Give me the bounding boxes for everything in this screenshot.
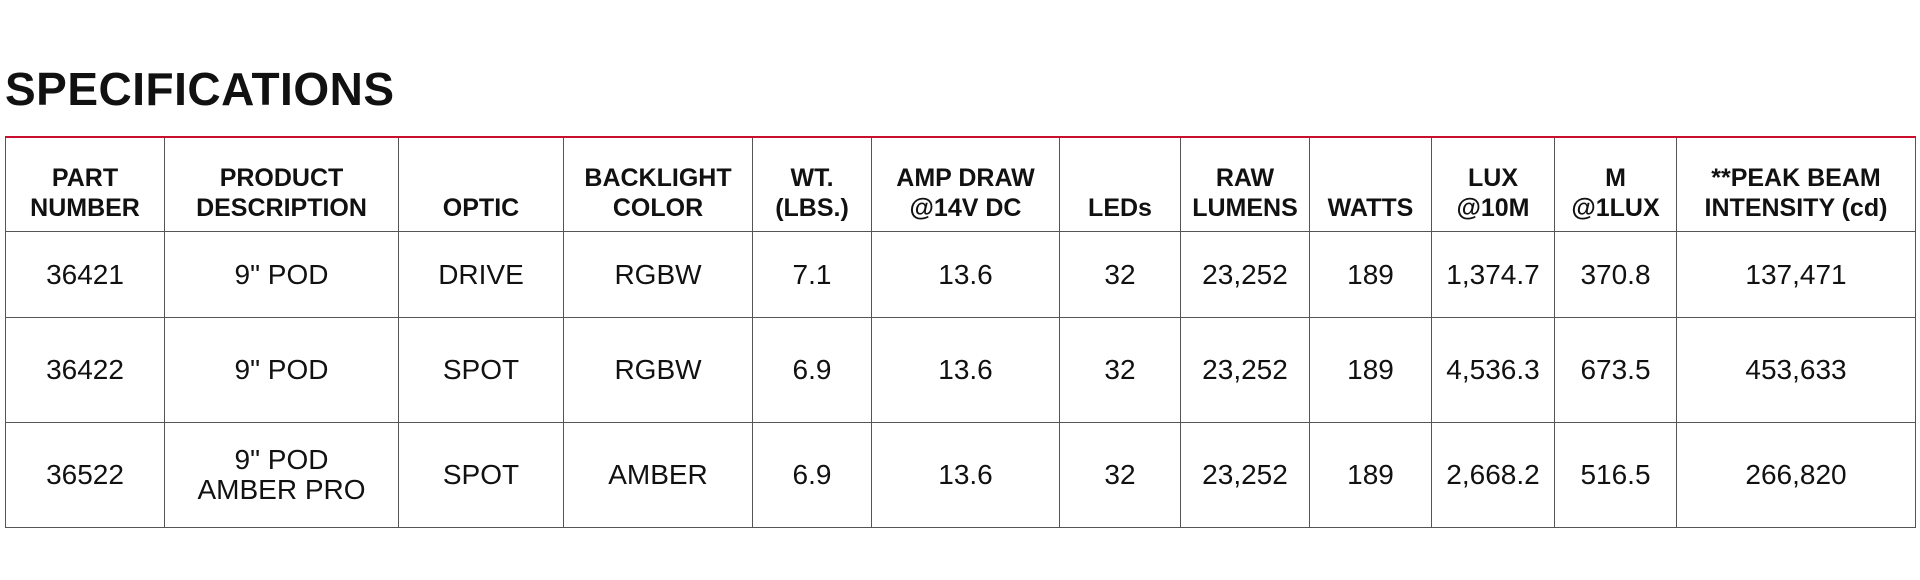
table-cell: 370.8 [1554,231,1677,318]
column-header: LUX @10M [1431,137,1555,232]
cell-line: M [1605,164,1626,192]
table-cell: 137,471 [1676,231,1916,318]
table-cell: 36422 [5,317,165,423]
cell-line: **PEAK BEAM [1711,164,1881,192]
table-cell: 453,633 [1676,317,1916,423]
cell-line: AMBER PRO [197,474,366,505]
table-cell: 9" POD [164,317,399,423]
table-cell: 9" POD [164,231,399,318]
table-cell: 266,820 [1676,422,1916,528]
page-title: SPECIFICATIONS [5,63,395,115]
column-header: M @1LUX [1554,137,1677,232]
column-header: **PEAK BEAM INTENSITY (cd) [1676,137,1916,232]
cell-line: 9" POD [234,444,329,475]
table-cell: 516.5 [1554,422,1677,528]
column-header: LEDs [1059,137,1181,232]
table-cell: 1,374.7 [1431,231,1555,318]
column-header: OPTIC [398,137,564,232]
table-cell: 23,252 [1180,231,1310,318]
table-row: 36421 9" POD DRIVE RGBW 7.1 13.6 32 23,252 189 1,… [5,231,1916,318]
cell-line: @14V DC [909,194,1022,222]
table-cell: 7.1 [752,231,872,318]
table-cell: 32 [1059,231,1181,318]
table-cell: SPOT [398,422,564,528]
column-header: RAW LUMENS [1180,137,1310,232]
table-cell: 189 [1309,422,1432,528]
table-cell: 9" POD AMBER PRO [164,422,399,528]
cell-line: WT. [790,164,834,192]
table-cell: RGBW [563,231,753,318]
cell-line: PART [51,164,119,192]
cell-line: @10M [1456,194,1530,222]
column-header: WT. (LBS.) [752,137,872,232]
table-cell: 13.6 [871,422,1060,528]
table-cell: 6.9 [752,422,872,528]
table-cell: 13.6 [871,317,1060,423]
cell-line: WATTS [1327,194,1414,222]
cell-line: LEDs [1088,194,1152,222]
cell-line: AMP DRAW [896,164,1035,192]
column-header: BACKLIGHT COLOR [563,137,753,232]
cell-line: (LBS.) [775,194,849,222]
table-head: PART NUMBER PRODUCT DESCRIPTION OPTIC BACKLIG… [5,137,1916,232]
cell-line: DESCRIPTION [196,194,367,222]
table-cell: 189 [1309,231,1432,318]
table-body: 36421 9" POD DRIVE RGBW 7.1 13.6 32 23,252 189 1,… [5,231,1916,528]
cell-line: INTENSITY (cd) [1704,194,1888,222]
table-row: 36522 9" POD AMBER PRO SPOT AMBER 6.9 13.6 32 23… [5,422,1916,528]
header-row: PART NUMBER PRODUCT DESCRIPTION OPTIC BACKLIG… [5,137,1916,232]
table-cell: 6.9 [752,317,872,423]
table-cell: 32 [1059,317,1181,423]
cell-line: LUMENS [1192,194,1298,222]
table-cell: 23,252 [1180,317,1310,423]
column-header: PRODUCT DESCRIPTION [164,137,399,232]
column-header: AMP DRAW @14V DC [871,137,1060,232]
column-header: WATTS [1309,137,1432,232]
table-cell: 36522 [5,422,165,528]
table-row: 36422 9" POD SPOT RGBW 6.9 13.6 32 23,252 189 4,5… [5,317,1916,423]
table-cell: 189 [1309,317,1432,423]
table-cell: 32 [1059,422,1181,528]
cell-line: OPTIC [442,194,520,222]
table-cell: AMBER [563,422,753,528]
table-cell: DRIVE [398,231,564,318]
table-cell: 673.5 [1554,317,1677,423]
table-cell: RGBW [563,317,753,423]
cell-line: RAW [1215,164,1275,192]
table-cell: 36421 [5,231,165,318]
cell-line: LUX [1468,164,1518,192]
cell-line: @1LUX [1571,194,1660,222]
cell-line: NUMBER [30,194,140,222]
table-cell: 13.6 [871,231,1060,318]
cell-line: PRODUCT [219,164,344,192]
table-cell: SPOT [398,317,564,423]
spec-table: PART NUMBER PRODUCT DESCRIPTION OPTIC BACKLIG… [5,136,1916,528]
table-cell: 2,668.2 [1431,422,1555,528]
table-cell: 23,252 [1180,422,1310,528]
table-cell: 4,536.3 [1431,317,1555,423]
cell-line: COLOR [612,194,704,222]
cell-line: BACKLIGHT [584,164,732,192]
column-header: PART NUMBER [5,137,165,232]
